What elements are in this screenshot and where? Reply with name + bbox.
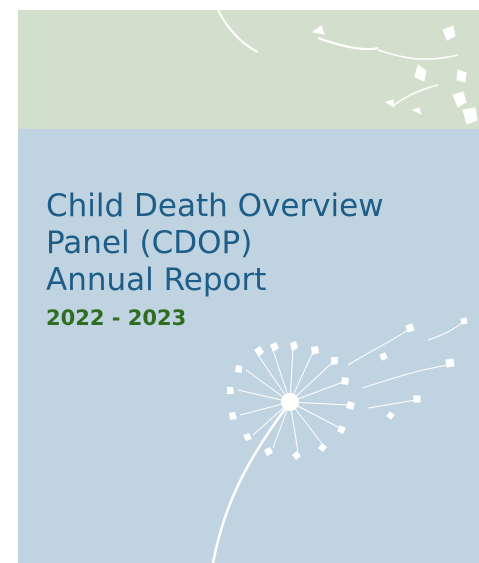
dandelion-icon (211, 10, 478, 563)
cover-top-band (18, 10, 479, 129)
dandelion-flower-icon (211, 317, 468, 563)
cover-title-block: Child Death Overview Panel (CDOP) Annual… (46, 188, 476, 331)
cover-title-line-2: Panel (CDOP) (46, 225, 253, 261)
cover-title-line-3: Annual Report (46, 262, 267, 298)
report-cover: Child Death Overview Panel (CDOP) Annual… (18, 10, 479, 563)
floating-seeds-icon (217, 10, 478, 125)
cover-year: 2022 - 2023 (46, 306, 187, 330)
cover-main-band (18, 129, 479, 563)
cover-title-line-1: Child Death Overview (46, 188, 384, 224)
